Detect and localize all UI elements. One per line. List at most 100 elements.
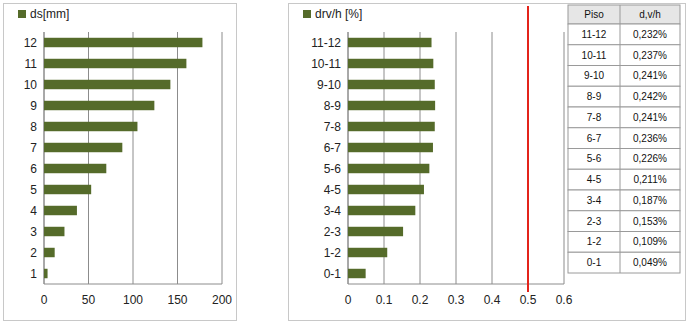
grid-line [222, 32, 223, 284]
table-header-bg [568, 5, 680, 24]
category-label: 0-1 [324, 267, 342, 281]
category-label: 8 [30, 120, 37, 134]
table-row [568, 190, 680, 211]
chart: 050100150200123456789101112ds[mm] [18, 7, 232, 307]
grid-line [420, 32, 421, 284]
tick-label: 0 [345, 293, 352, 307]
table-row [568, 128, 680, 149]
bar [44, 101, 154, 110]
grid-line [348, 32, 349, 284]
category-label: 11 [25, 57, 38, 71]
table-row [568, 169, 680, 190]
category-label: 5 [30, 183, 37, 197]
bar [348, 185, 424, 194]
table-cell: 1-2 [587, 236, 602, 247]
table-row [568, 24, 680, 45]
table-cell: 3-4 [587, 195, 602, 206]
legend-swatch [303, 10, 311, 18]
bar [348, 101, 435, 110]
table-row [568, 252, 680, 273]
grid-line [492, 32, 493, 284]
bar [348, 269, 366, 278]
category-label: 5-6 [324, 162, 342, 176]
table-row [568, 86, 680, 107]
bar [348, 122, 435, 131]
grid-line [384, 32, 385, 284]
category-label: 11-12 [311, 36, 341, 50]
table-cell: 0,211% [633, 174, 666, 185]
table-row [568, 211, 680, 232]
table-cell: 0,109% [633, 236, 667, 247]
canvas: 050100150200123456789101112ds[mm]00.10.2… [0, 0, 690, 324]
limit-line [527, 6, 529, 292]
category-label: 8-9 [324, 99, 342, 113]
axis-line [44, 284, 222, 285]
table-cell: 11-12 [582, 29, 607, 40]
table-cell: 0,242% [633, 91, 667, 102]
bar [44, 164, 106, 173]
category-label: 3-4 [324, 204, 342, 218]
bar [44, 248, 55, 257]
legend-label: drv/h [%] [315, 7, 362, 21]
bar [44, 227, 64, 236]
grid-line [564, 32, 565, 284]
table-row [568, 232, 680, 253]
category-label: 1-2 [324, 246, 342, 260]
category-label: 10-11 [311, 57, 341, 71]
table-cell: 0,049% [633, 257, 667, 268]
panel-frame [289, 4, 686, 321]
tick-label: 0.3 [448, 293, 465, 307]
tick-label: 100 [123, 293, 143, 307]
table-cell: 0,187% [633, 195, 667, 206]
category-label: 4-5 [324, 183, 342, 197]
category-label: 1 [30, 267, 37, 281]
table-cell: 0,232% [633, 29, 667, 40]
tick-label: 0.4 [484, 293, 501, 307]
table-cell: 0,241% [633, 112, 667, 123]
grid-line [177, 32, 178, 284]
axis-line [44, 32, 45, 284]
bars [44, 38, 202, 278]
bar [44, 206, 77, 215]
tick-label: 0 [41, 293, 48, 307]
tick-label: 0.6 [556, 293, 573, 307]
grid-line [88, 32, 89, 284]
category-label: 9 [30, 99, 37, 113]
bars [348, 38, 435, 278]
bar [44, 269, 48, 278]
table-cell: 8-9 [587, 91, 602, 102]
table-cell: 4-5 [587, 174, 602, 185]
bar [44, 38, 202, 47]
table-header: Piso [584, 9, 604, 20]
bar [348, 80, 435, 89]
table-cell: 0,153% [633, 216, 667, 227]
category-label: 7-8 [324, 120, 342, 134]
category-label: 6 [30, 162, 37, 176]
table-row [568, 149, 680, 170]
table-cell: 7-8 [587, 112, 602, 123]
table-cell: 10-11 [582, 50, 607, 61]
chart: 00.10.20.30.40.50.60-11-22-33-44-55-66-7… [303, 6, 573, 307]
bar [348, 206, 415, 215]
table-cell: 0,236% [633, 133, 667, 144]
table-cell: 5-6 [587, 153, 602, 164]
category-label: 2-3 [324, 225, 342, 239]
bar [348, 164, 429, 173]
table-row [568, 107, 680, 128]
category-label: 2 [30, 246, 37, 260]
bar [44, 185, 91, 194]
bar [348, 227, 403, 236]
table-header: d,v/h [639, 9, 661, 20]
bar [348, 143, 433, 152]
table-cell: 0,241% [633, 70, 667, 81]
bar [348, 248, 387, 257]
category-label: 6-7 [324, 141, 342, 155]
panel-frame [4, 4, 237, 321]
table-cell: 0-1 [587, 257, 602, 268]
table-cell: 2-3 [587, 216, 602, 227]
category-label: 7 [30, 141, 37, 155]
bar [44, 122, 137, 131]
tick-label: 0.5 [520, 293, 537, 307]
bar [44, 80, 170, 89]
table-row [568, 66, 680, 87]
